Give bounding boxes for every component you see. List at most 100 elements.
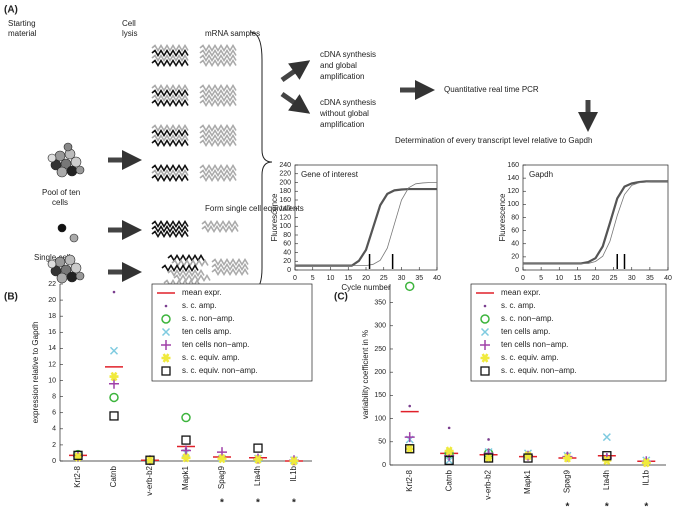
panel-label: (C) <box>334 292 348 303</box>
marker <box>181 435 191 445</box>
legend-label: mean expr. <box>182 288 222 297</box>
x-tick-label: 5 <box>311 275 315 282</box>
curve <box>523 181 668 264</box>
y-tick-label: 240 <box>279 162 291 169</box>
marker <box>161 366 171 376</box>
x-tick-label: Lta4h <box>253 466 262 486</box>
y-tick-label: 20 <box>48 297 56 304</box>
mrna <box>199 88 237 98</box>
marker <box>480 366 490 376</box>
mrna <box>199 133 237 143</box>
legend-label: s. c. non−amp. <box>182 314 235 323</box>
mrna <box>151 173 189 183</box>
x-tick-label: Spag9 <box>563 469 572 493</box>
y-tick-label: 16 <box>48 329 56 336</box>
x-tick-label: Mapk1 <box>523 469 532 494</box>
y-tick-label: 140 <box>279 206 291 213</box>
y-tick-label: 140 <box>507 175 519 182</box>
mrna <box>161 263 199 273</box>
y-tick-label: 100 <box>374 415 386 422</box>
chart-title: Gene of interest <box>301 170 359 179</box>
arrows <box>108 60 598 282</box>
mrna <box>151 219 189 229</box>
label: amplification <box>320 120 364 129</box>
dot <box>483 304 487 308</box>
mrna <box>151 53 189 63</box>
y-axis-label: Fluorescence <box>498 193 507 242</box>
marker <box>405 444 415 454</box>
mrna <box>151 93 189 103</box>
label: Single cell <box>34 253 71 262</box>
marker <box>562 453 572 463</box>
y-tick-label: 14 <box>48 345 56 352</box>
cell-pool <box>47 254 85 284</box>
dot <box>487 438 490 441</box>
label: Form single cell equivalents <box>205 204 304 213</box>
mrna <box>199 53 237 63</box>
label: Cell <box>122 19 136 28</box>
label: Quantitative real time PCR <box>444 85 539 94</box>
mrna <box>201 219 239 229</box>
marker <box>289 456 299 466</box>
mrna <box>199 123 237 133</box>
y-tick-label: 200 <box>374 369 386 376</box>
x-tick-label: 0 <box>521 275 525 282</box>
panel-label: (B) <box>4 292 18 303</box>
marker <box>145 455 155 465</box>
x-tick-label: 10 <box>555 275 563 282</box>
y-tick-label: 120 <box>279 214 291 221</box>
mrna <box>167 268 205 278</box>
y-tick-label: 0 <box>515 267 519 274</box>
marker <box>480 353 490 363</box>
mrna <box>151 58 189 68</box>
mrna <box>199 138 237 148</box>
y-tick-label: 6 <box>52 410 56 417</box>
legend-label: s. c. non−amp. <box>501 314 554 323</box>
legend-box <box>151 283 313 382</box>
mrna <box>199 48 237 58</box>
label: Determination of every transcript level … <box>395 136 592 145</box>
marker <box>602 451 612 461</box>
mrna <box>151 83 189 93</box>
marker <box>444 446 454 456</box>
marker <box>109 346 119 355</box>
brace <box>249 31 273 293</box>
x-tick-label: Lta4h <box>602 470 611 490</box>
x-tick-label: IL1b <box>289 465 298 481</box>
x-tick-label: 30 <box>398 275 406 282</box>
mrna <box>151 88 189 98</box>
y-tick-label: 160 <box>507 162 519 169</box>
x-tick-label: 20 <box>592 275 600 282</box>
marker <box>480 327 490 337</box>
marker <box>109 378 119 389</box>
marker <box>217 453 227 464</box>
mrna <box>151 133 189 143</box>
x-axis-label: Cycle number <box>341 283 391 292</box>
y-tick-label: 150 <box>374 392 386 399</box>
marker <box>444 455 454 466</box>
x-tick-label: IL1b <box>641 469 650 485</box>
y-tick-label: 22 <box>48 281 56 288</box>
x-tick-label: 35 <box>415 275 423 282</box>
x-tick-label: Mapk1 <box>181 465 190 490</box>
mrna <box>151 123 189 133</box>
y-tick-label: 250 <box>374 346 386 353</box>
y-tick-label: 2 <box>52 442 56 449</box>
mrna <box>173 273 211 283</box>
y-tick-label: 200 <box>279 179 291 186</box>
legend-label: s. c. equiv. amp. <box>182 353 240 362</box>
y-tick-label: 40 <box>511 241 519 248</box>
mrna <box>211 267 249 277</box>
legend-label: s. c. equiv. non−amp. <box>182 366 258 375</box>
mrna <box>199 58 237 68</box>
label: cDNA synthesis <box>320 98 376 107</box>
marker <box>480 314 490 324</box>
marker <box>161 353 171 363</box>
single-cell <box>57 223 79 243</box>
marker <box>109 392 119 403</box>
x-tick-label: 30 <box>628 275 636 282</box>
marker <box>523 451 533 461</box>
y-tick-label: 80 <box>283 232 291 239</box>
legend-label: ten cells amp. <box>182 327 231 336</box>
marker <box>405 444 415 454</box>
